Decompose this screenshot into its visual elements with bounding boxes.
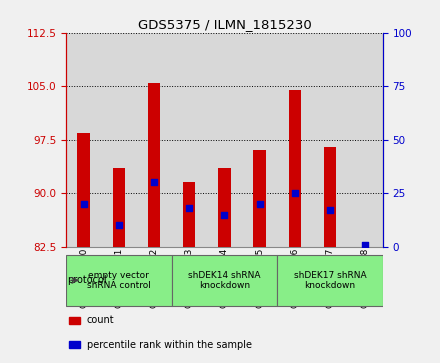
Bar: [207, 33, 242, 247]
Bar: [218, 168, 231, 247]
Bar: [183, 183, 195, 247]
Bar: [69, 342, 80, 348]
Bar: [289, 90, 301, 247]
Bar: [324, 147, 336, 247]
Bar: [66, 33, 101, 247]
Text: percentile rank within the sample: percentile rank within the sample: [87, 340, 252, 350]
Point: [150, 180, 158, 185]
Point: [362, 242, 369, 248]
Bar: [172, 33, 207, 247]
Point: [256, 201, 263, 207]
Bar: [348, 33, 383, 247]
Bar: [101, 33, 136, 247]
Text: protocol: protocol: [67, 276, 106, 285]
Bar: [66, 255, 172, 306]
Point: [326, 207, 334, 213]
Point: [80, 201, 87, 207]
Bar: [148, 83, 160, 247]
Bar: [277, 255, 383, 306]
Title: GDS5375 / ILMN_1815230: GDS5375 / ILMN_1815230: [138, 19, 311, 32]
Bar: [113, 168, 125, 247]
Point: [186, 205, 193, 211]
Text: count: count: [87, 315, 114, 325]
Bar: [77, 132, 90, 247]
Bar: [253, 150, 266, 247]
Point: [291, 190, 298, 196]
Text: shDEK14 shRNA
knockdown: shDEK14 shRNA knockdown: [188, 271, 260, 290]
Bar: [242, 33, 277, 247]
Bar: [277, 33, 312, 247]
Text: shDEK17 shRNA
knockdown: shDEK17 shRNA knockdown: [293, 271, 367, 290]
Bar: [172, 255, 277, 306]
Text: empty vector
shRNA control: empty vector shRNA control: [87, 271, 151, 290]
Bar: [312, 33, 348, 247]
Point: [221, 212, 228, 217]
Bar: [136, 33, 172, 247]
Bar: [69, 317, 80, 323]
Point: [115, 223, 122, 228]
